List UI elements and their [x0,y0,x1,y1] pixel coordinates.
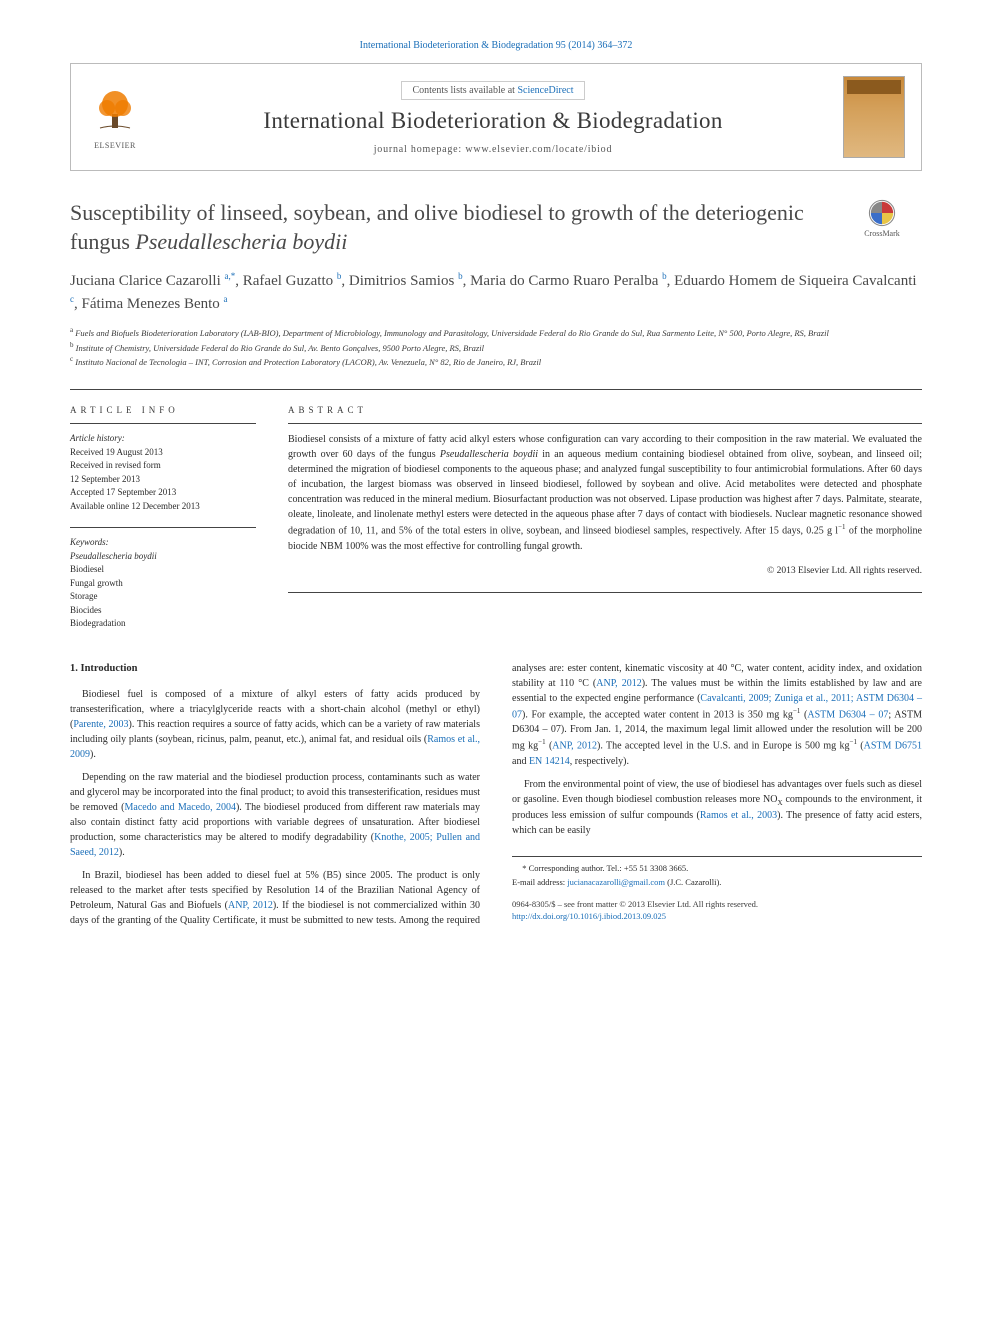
keyword-item: Storage [70,590,256,604]
homepage-prefix: journal homepage: [374,144,466,155]
crossmark-icon [868,199,896,227]
citation-link[interactable]: ASTM D6751 [864,741,922,752]
contents-available-line: Contents lists available at ScienceDirec… [401,81,584,100]
author-list: Juciana Clarice Cazarolli a,*, Rafael Gu… [70,270,922,315]
affiliation-line: c Instituto Nacional de Tecnologia – INT… [70,354,922,369]
journal-homepage-line: journal homepage: www.elsevier.com/locat… [159,144,827,155]
keyword-item: Biodegradation [70,617,256,631]
abstract-text: Biodiesel consists of a mixture of fatty… [288,432,922,553]
body-paragraph: Biodiesel fuel is composed of a mixture … [70,687,480,762]
contents-prefix: Contents lists available at [412,85,517,96]
history-line: Available online 12 December 2013 [70,500,256,514]
corresponding-author-footnote: * Corresponding author. Tel.: +55 51 330… [512,856,922,889]
citation-link[interactable]: ASTM D6304 – 07 [807,709,888,720]
citation-link[interactable]: EN 14214 [529,756,570,767]
doi-link[interactable]: http://dx.doi.org/10.1016/j.ibiod.2013.0… [512,911,666,921]
citation-link[interactable]: Ramos et al., 2003 [700,810,777,821]
history-line: Received 19 August 2013 [70,446,256,460]
keywords-label: Keywords: [70,527,256,550]
page-footer: 0964-8305/$ – see front matter © 2013 El… [512,899,922,923]
corr-email-link[interactable]: jucianacazarolli@gmail.com [567,877,665,887]
citation-link[interactable]: ANP, 2012 [228,900,273,911]
body-paragraph: From the environmental point of view, th… [512,777,922,839]
history-line: Received in revised form [70,459,256,473]
citation-link[interactable]: ANP, 2012 [552,741,597,752]
citation-link[interactable]: Ramos et al., 2009 [70,734,480,760]
keyword-item: Biocides [70,604,256,618]
affiliation-line: b Institute of Chemistry, Universidade F… [70,340,922,355]
history-line: 12 September 2013 [70,473,256,487]
citation-link[interactable]: ANP, 2012 [596,678,641,689]
keyword-item: Fungal growth [70,577,256,591]
publisher-brand-text: ELSEVIER [87,141,143,150]
history-label: Article history: [70,432,256,446]
publisher-logo[interactable]: ELSEVIER [87,84,143,150]
citation-link[interactable]: Parente, 2003 [73,719,128,730]
section-heading-introduction: 1. Introduction [70,661,480,677]
sciencedirect-link[interactable]: ScienceDirect [517,85,573,96]
article-title: Susceptibility of linseed, soybean, and … [70,199,826,256]
citation-link[interactable]: Macedo and Macedo, 2004 [125,802,236,813]
email-label: E-mail address: [512,877,567,887]
article-body: 1. Introduction Biodiesel fuel is compos… [70,661,922,928]
citation-link[interactable]: Knothe, 2005; Pullen and Saeed, 2012 [70,832,480,858]
keyword-item: Biodiesel [70,563,256,577]
journal-masthead: ELSEVIER Contents lists available at Sci… [70,63,922,171]
issn-copyright-line: 0964-8305/$ – see front matter © 2013 El… [512,899,922,911]
elsevier-tree-icon [90,84,140,134]
crossmark-label: CrossMark [842,229,922,238]
email-person: (J.C. Cazarolli). [665,877,721,887]
abstract-column: ABSTRACT Biodiesel consists of a mixture… [288,404,922,631]
masthead-center: Contents lists available at ScienceDirec… [159,80,827,155]
title-species-italic: Pseudallescheria boydii [135,229,347,254]
abstract-heading: ABSTRACT [288,404,922,425]
keyword-item: Pseudallescheria boydii [70,550,256,564]
journal-name: International Biodeterioration & Biodegr… [159,108,827,134]
crossmark-badge[interactable]: CrossMark [842,199,922,238]
corr-email-line: E-mail address: jucianacazarolli@gmail.c… [512,877,922,889]
history-line: Accepted 17 September 2013 [70,486,256,500]
journal-cover-thumbnail[interactable] [843,76,905,158]
corr-author-line: * Corresponding author. Tel.: +55 51 330… [512,863,922,875]
article-info-heading: ARTICLE INFO [70,404,256,425]
article-info-sidebar: ARTICLE INFO Article history: Received 1… [70,404,256,631]
affiliation-line: a Fuels and Biofuels Biodeterioration La… [70,325,922,340]
affiliations: a Fuels and Biofuels Biodeterioration La… [70,325,922,369]
top-citation[interactable]: International Biodeterioration & Biodegr… [70,40,922,51]
body-paragraph: Depending on the raw material and the bi… [70,770,480,860]
abstract-copyright: © 2013 Elsevier Ltd. All rights reserved… [288,564,922,578]
homepage-url[interactable]: www.elsevier.com/locate/ibiod [465,144,612,155]
